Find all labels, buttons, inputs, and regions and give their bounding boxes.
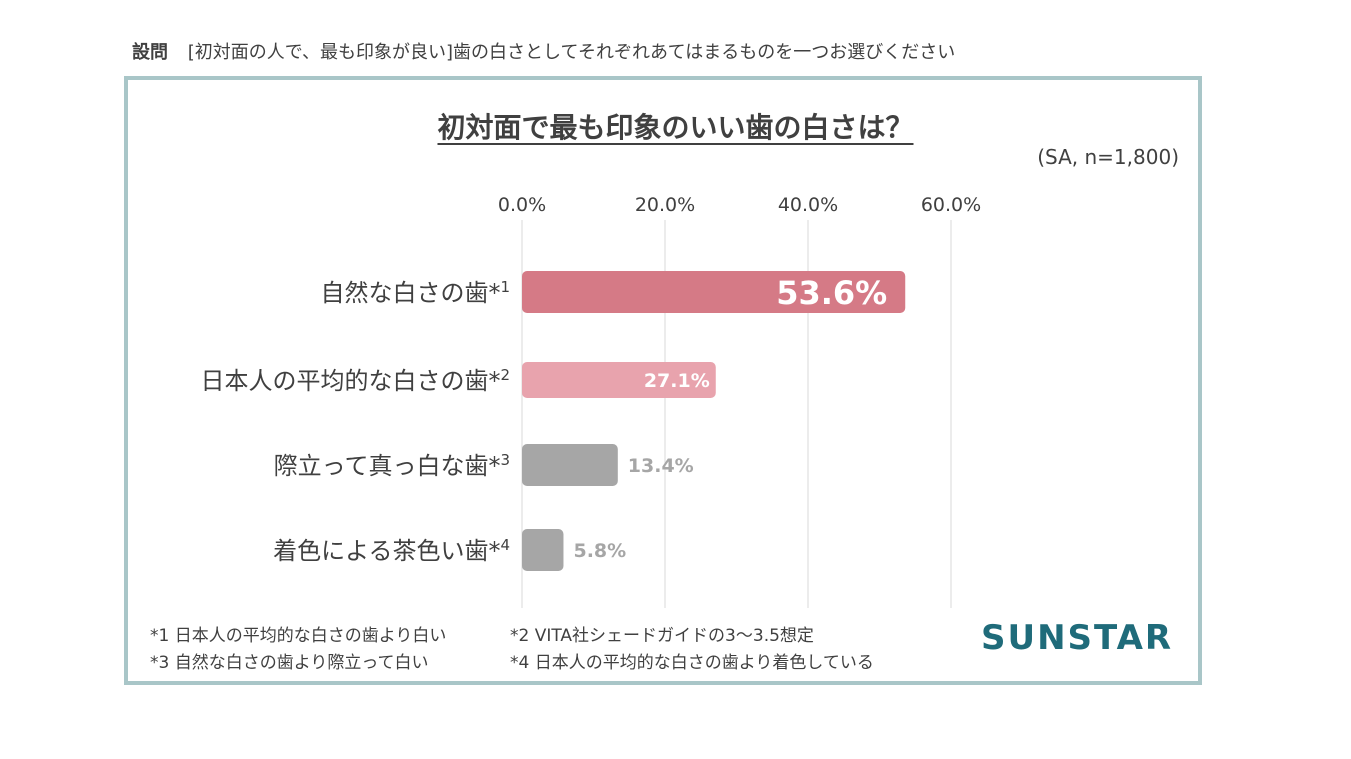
question-text: [初対面の人で、最も印象が良い]歯の白さとしてそれぞれあてはまるものを一つお選び… bbox=[187, 42, 956, 63]
question-label: 設問 bbox=[132, 42, 168, 63]
bar bbox=[522, 271, 906, 313]
footnote-2: *2 VITA社シェードガイドの3～3.5想定 bbox=[510, 626, 814, 646]
value-label: 53.6% bbox=[776, 274, 887, 312]
bar bbox=[522, 529, 564, 571]
value-label: 13.4% bbox=[628, 455, 694, 477]
sunstar-logo: SUNSTAR bbox=[981, 618, 1174, 658]
footnote-3: *3 自然な白さの歯より際立って白い bbox=[150, 653, 429, 673]
survey-question: 設問 [初対面の人で、最も印象が良い]歯の白さとしてそれぞれあてはまるものを一つ… bbox=[132, 38, 955, 64]
footnotes: *1 日本人の平均的な白さの歯より白い *2 VITA社シェードガイドの3～3.5… bbox=[150, 623, 874, 677]
category-label: 自然な白さの歯*1 bbox=[320, 278, 510, 307]
category-label: 際立って真っ白な歯*3 bbox=[274, 451, 510, 480]
bar bbox=[522, 362, 716, 398]
footnote-4: *4 日本人の平均的な白さの歯より着色している bbox=[510, 653, 874, 673]
category-label: 日本人の平均的な白さの歯*2 bbox=[200, 366, 510, 395]
tick-label: 20.0% bbox=[635, 194, 695, 216]
tick-label: 40.0% bbox=[778, 194, 838, 216]
category-label: 着色による茶色い歯*4 bbox=[273, 536, 510, 565]
value-label: 27.1% bbox=[644, 370, 710, 392]
tick-label: 60.0% bbox=[921, 194, 981, 216]
tick-label: 0.0% bbox=[498, 194, 546, 216]
value-label: 5.8% bbox=[573, 540, 626, 562]
bar bbox=[522, 444, 618, 486]
footnote-1: *1 日本人の平均的な白さの歯より白い bbox=[150, 626, 447, 646]
chart-title-text: 初対面で最も印象のいい歯の白さは？ bbox=[437, 111, 914, 144]
chart-subtitle: (SA, n=1,800) bbox=[1037, 145, 1179, 169]
chart-title: 初対面で最も印象のいい歯の白さは？ bbox=[0, 106, 1351, 146]
